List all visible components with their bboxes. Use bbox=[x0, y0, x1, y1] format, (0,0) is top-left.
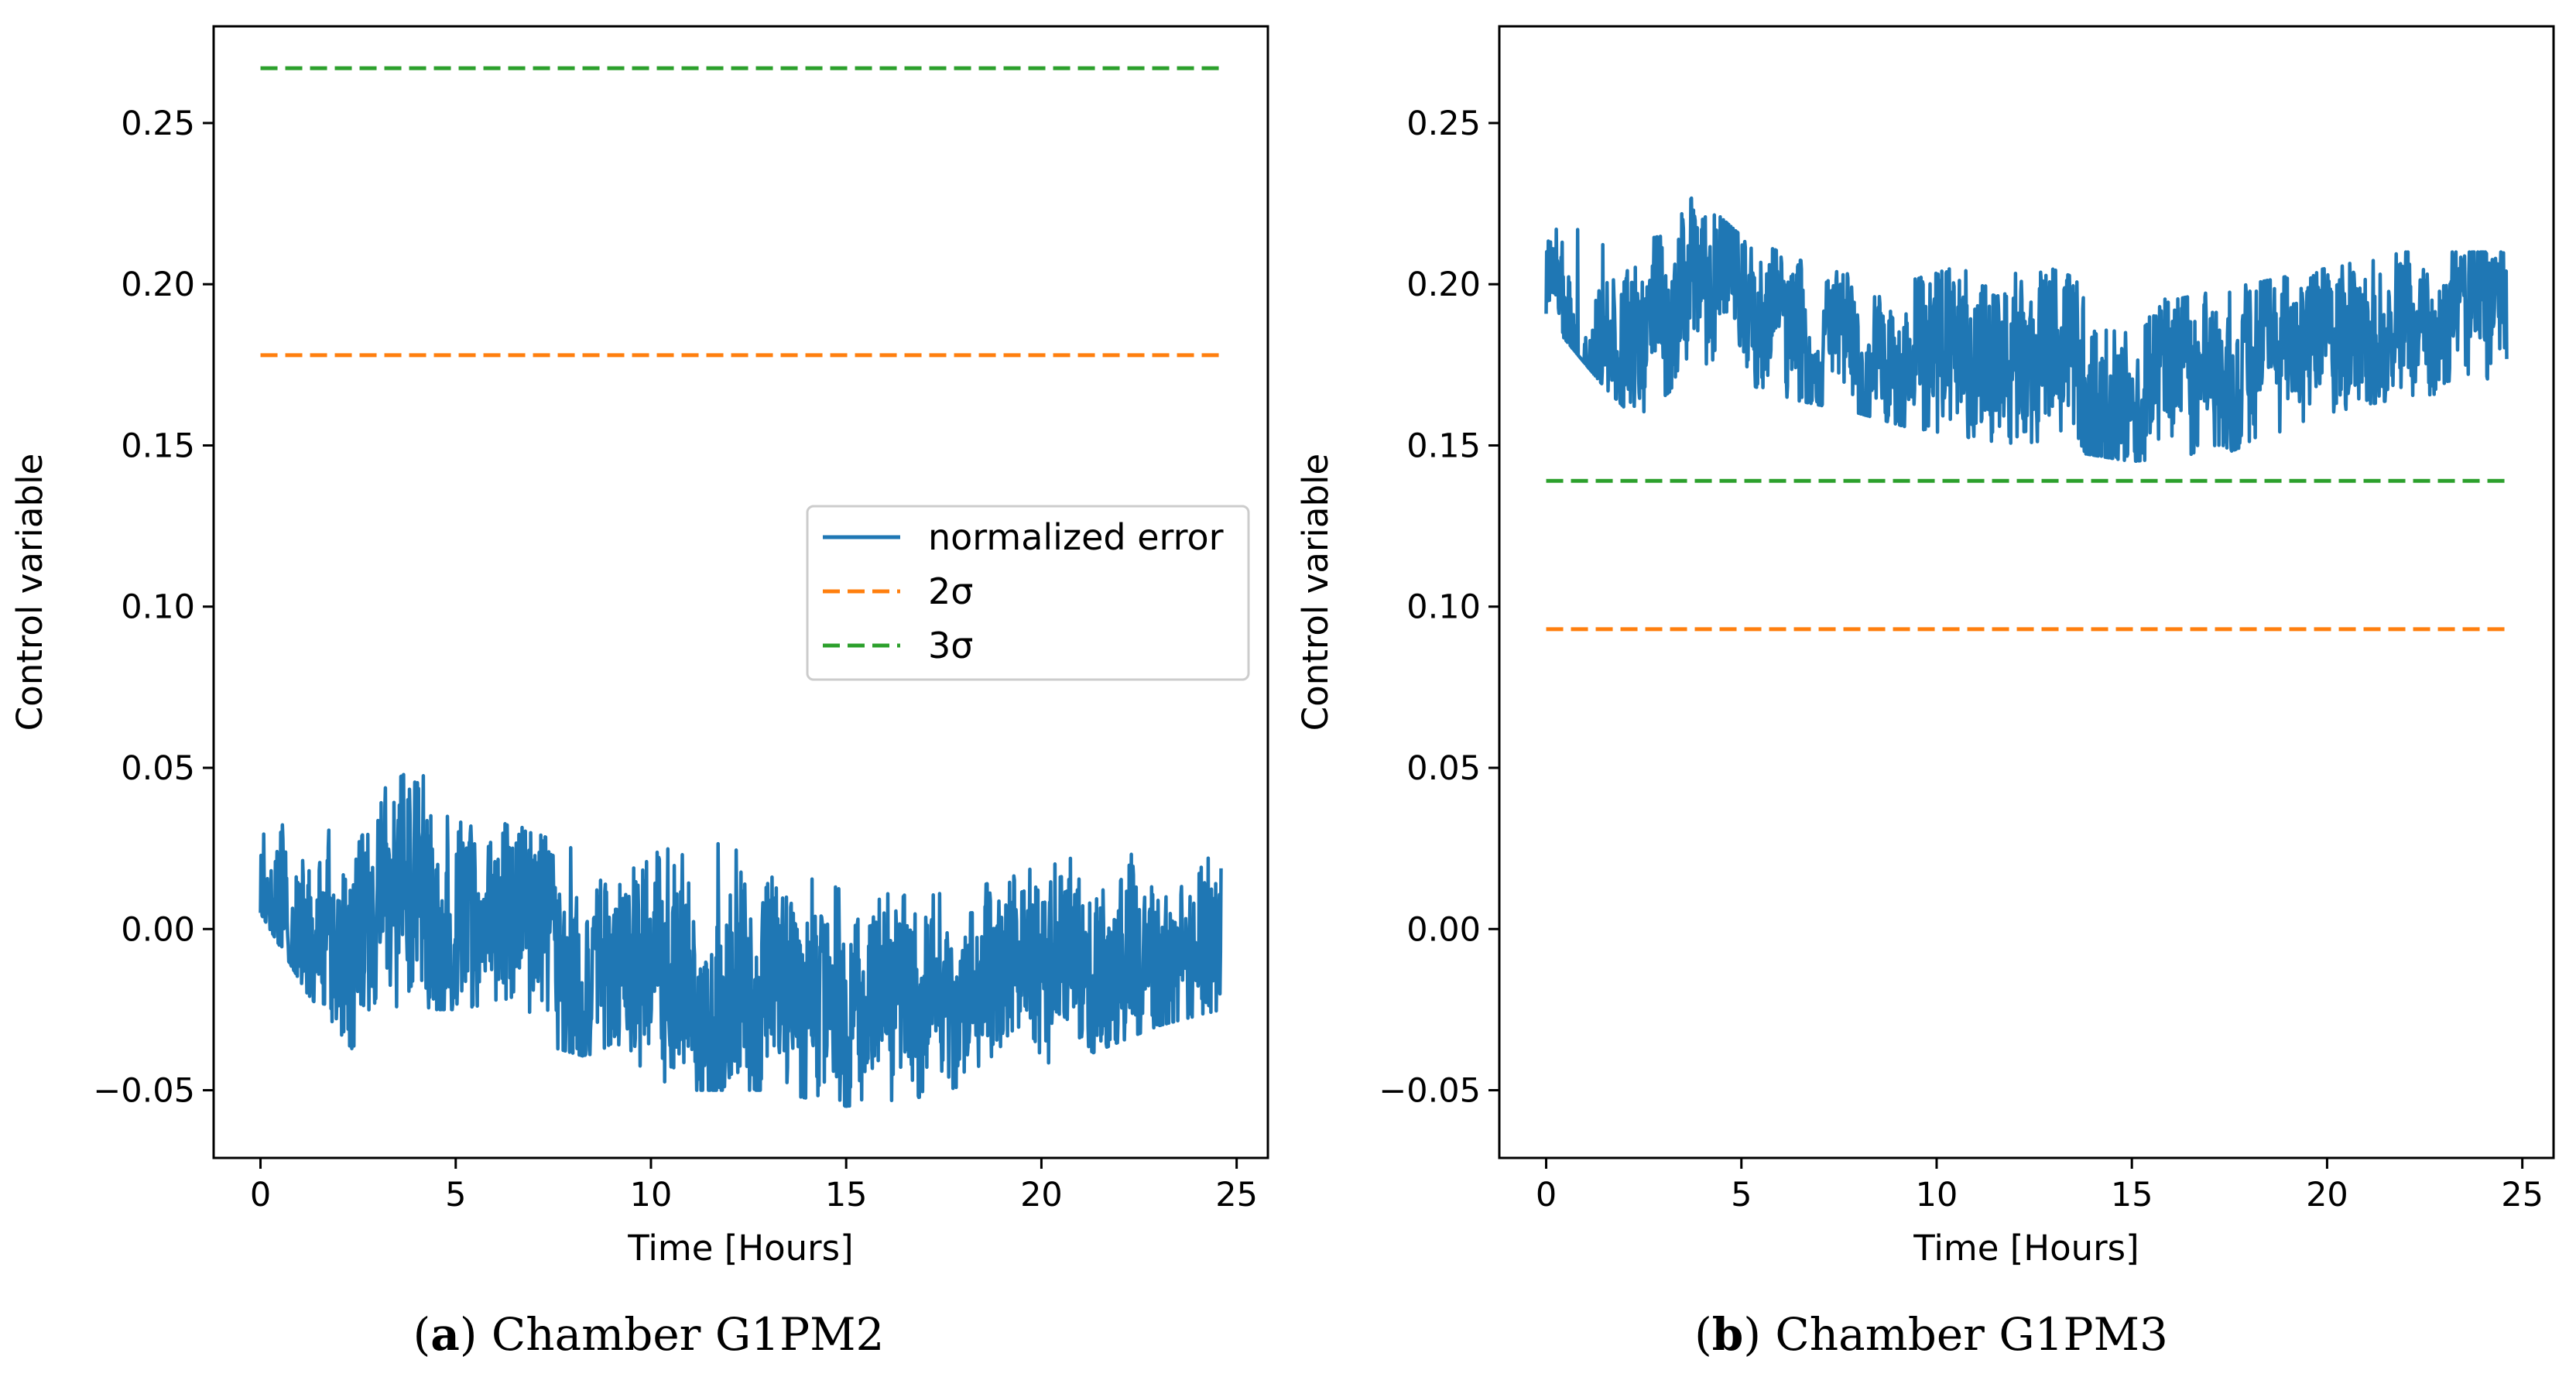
y-tick-label: 0.05 bbox=[121, 749, 195, 788]
y-axis-label: Control variable bbox=[1295, 454, 1336, 731]
y-tick-label: 0.25 bbox=[1406, 104, 1481, 143]
x-tick-label: 0 bbox=[250, 1176, 271, 1214]
caption-a: (a) Chamber G1PM2 bbox=[413, 1308, 885, 1361]
legend-label-2: 3σ bbox=[928, 625, 973, 666]
x-tick-label: 20 bbox=[1020, 1176, 1063, 1214]
x-axis-label: Time [Hours] bbox=[1913, 1228, 2139, 1269]
x-tick-label: 25 bbox=[1215, 1176, 1258, 1214]
x-tick-label: 5 bbox=[445, 1176, 466, 1214]
x-tick-label: 25 bbox=[2501, 1176, 2543, 1214]
y-tick-label: 0.20 bbox=[121, 265, 195, 304]
y-tick-label: 0.25 bbox=[121, 104, 195, 143]
x-tick-label: 15 bbox=[2111, 1176, 2153, 1214]
series-normalized-error bbox=[1544, 196, 2509, 464]
legend-box bbox=[806, 505, 1250, 681]
x-tick-label: 10 bbox=[630, 1176, 673, 1214]
y-tick-label: 0.10 bbox=[121, 588, 195, 627]
y-tick-label: 0.15 bbox=[121, 426, 195, 465]
x-tick-label: 0 bbox=[1536, 1176, 1557, 1214]
panel-b: 0 5 10 15 20 25 −0.05 0.00 0.05 0.10 0.15 0.20 0.25 T… bbox=[1295, 25, 2555, 1269]
y-tick-label: 0.05 bbox=[1406, 749, 1481, 788]
y-tick-label: 0.15 bbox=[1406, 426, 1481, 465]
axes-frame bbox=[1498, 25, 2555, 1159]
y-tick-label: 0.20 bbox=[1406, 265, 1481, 304]
legend-label-1: 2σ bbox=[928, 570, 973, 612]
x-tick-label: 15 bbox=[825, 1176, 868, 1214]
y-tick-label: −0.05 bbox=[1379, 1072, 1481, 1111]
x-tick-label: 5 bbox=[1731, 1176, 1752, 1214]
y-tick-label: 0.00 bbox=[1406, 910, 1481, 949]
legend: normalized error 2σ 3σ bbox=[806, 505, 1250, 681]
x-tick-label: 20 bbox=[2306, 1176, 2348, 1214]
panel-a: 0 5 10 15 20 25 −0.05 0.00 0.05 0.10 0.15 0.20 0.25 T… bbox=[9, 25, 1269, 1269]
y-tick-label: 0.10 bbox=[1406, 588, 1481, 627]
y-tick-label: −0.05 bbox=[93, 1072, 195, 1111]
y-axis-label: Control variable bbox=[9, 454, 50, 731]
axes-frame bbox=[212, 25, 1269, 1159]
x-tick-label: 10 bbox=[1916, 1176, 1958, 1214]
legend-label-0: normalized error bbox=[928, 516, 1224, 558]
caption-b: (b) Chamber G1PM3 bbox=[1694, 1308, 2168, 1361]
y-tick-label: 0.00 bbox=[121, 910, 195, 949]
series-normalized-error bbox=[259, 772, 1223, 1108]
x-axis-label: Time [Hours] bbox=[627, 1228, 853, 1269]
